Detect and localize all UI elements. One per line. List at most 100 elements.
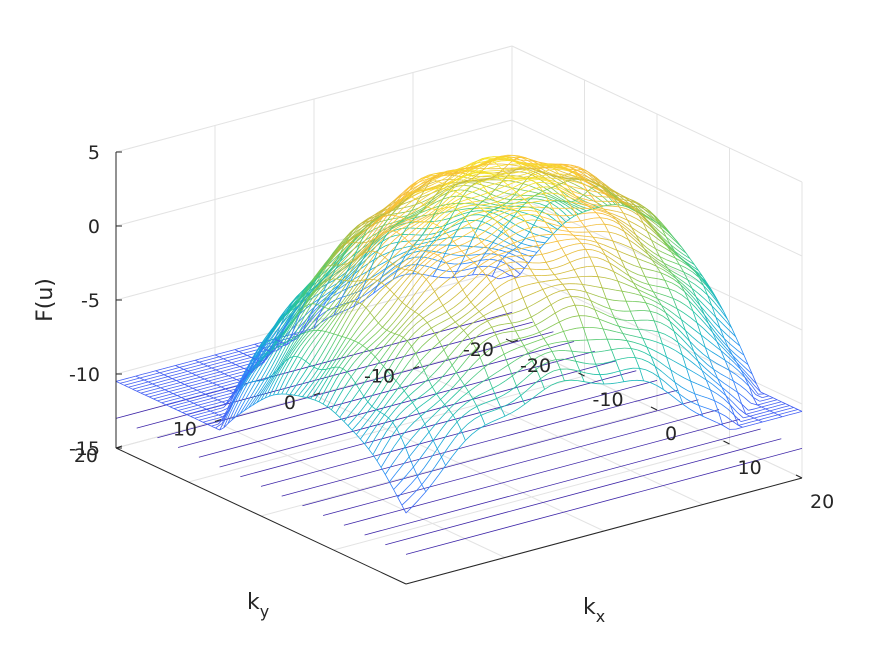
mesh-line-x — [420, 258, 428, 265]
mesh-line-x — [320, 279, 329, 288]
mesh-line-x — [466, 229, 474, 235]
mesh-line-x — [276, 359, 284, 371]
mesh-line-x — [392, 258, 400, 265]
mesh-line-x — [535, 254, 542, 256]
mesh-line-x — [366, 342, 374, 350]
mesh-line-x — [595, 363, 603, 365]
mesh-line-x — [526, 236, 534, 239]
mesh-line-x — [544, 221, 552, 225]
mesh-line-x — [321, 308, 330, 317]
mesh-line-x — [340, 298, 349, 307]
mesh-line-x — [208, 403, 216, 406]
mesh-line-y — [357, 290, 363, 300]
mesh-line-x — [433, 248, 441, 254]
mesh-line-x — [208, 378, 216, 382]
mesh-line-x — [229, 379, 237, 382]
mesh-line-x — [495, 209, 503, 213]
mesh-line-x — [599, 237, 607, 240]
mesh-line-y — [593, 176, 598, 182]
mesh-line-x — [506, 263, 514, 270]
mesh-line-x — [423, 458, 432, 469]
mesh-line-x — [323, 315, 331, 324]
mesh-line-x — [726, 376, 734, 382]
mesh-line-y — [591, 185, 596, 189]
mesh-line-x — [508, 205, 516, 209]
mesh-line-x — [477, 186, 485, 191]
mesh-line-x — [438, 292, 446, 299]
mesh-line-x — [547, 218, 555, 221]
mesh-line-x — [359, 307, 367, 318]
mesh-line-x — [557, 380, 565, 383]
mesh-line-x — [354, 332, 362, 342]
mesh-line-y — [361, 280, 367, 291]
mesh-line-x — [277, 380, 285, 395]
mesh-line-x — [715, 362, 723, 368]
mesh-line-x — [228, 349, 235, 352]
mesh-line-x — [416, 217, 423, 222]
mesh-line-x — [367, 262, 375, 272]
mesh-line-x — [343, 257, 351, 265]
mesh-line-y — [587, 205, 593, 210]
mesh-line-x — [323, 287, 330, 292]
mesh-line-x — [513, 338, 520, 341]
mesh-line-x — [450, 264, 457, 269]
mesh-line-x — [484, 205, 492, 207]
mesh-line-x — [462, 223, 470, 228]
mesh-line-x — [210, 384, 217, 388]
mesh-line-y — [354, 266, 360, 275]
mesh-line-x — [425, 483, 433, 492]
mesh-line-y — [596, 242, 602, 249]
mesh-line-x — [336, 264, 344, 271]
mesh-line-y — [571, 207, 577, 215]
mesh-line-x — [674, 314, 682, 320]
mesh-line-x — [292, 371, 300, 384]
mesh-line-y — [757, 404, 762, 408]
mesh-line-x — [675, 257, 683, 263]
mesh-line-y — [690, 380, 696, 394]
mesh-line-y — [425, 221, 431, 230]
mesh-line-y — [442, 192, 448, 200]
mesh-line-x — [357, 359, 365, 369]
mesh-line-x — [378, 285, 387, 293]
mesh-line-y — [586, 292, 592, 301]
mesh-line-x — [480, 207, 488, 209]
mesh-line-x — [454, 341, 462, 351]
mesh-line-x — [283, 310, 291, 321]
mesh-line-x — [212, 405, 220, 408]
mesh-line-y — [490, 189, 496, 195]
mesh-line-x — [498, 415, 506, 420]
mesh-line-x — [440, 221, 448, 229]
mesh-line-x — [395, 370, 403, 382]
mesh-line-x — [379, 283, 387, 289]
mesh-line-x — [616, 249, 624, 254]
mesh-line-x — [437, 251, 445, 256]
mesh-line-x — [403, 264, 411, 268]
mesh-line-y — [457, 172, 462, 175]
mesh-line-x — [619, 195, 627, 202]
mesh-line-x — [495, 175, 503, 178]
mesh-line-x — [483, 203, 490, 206]
mesh-line-y — [540, 167, 545, 169]
mesh-line-x — [411, 257, 420, 265]
mesh-line-x — [304, 280, 313, 290]
mesh-line-x — [430, 448, 438, 459]
mesh-line-x — [336, 348, 345, 359]
mesh-line-x — [521, 352, 529, 358]
mesh-line-x — [313, 276, 321, 288]
mesh-line-x — [350, 261, 358, 272]
mesh-line-x — [753, 384, 761, 393]
mesh-line-x — [415, 228, 423, 236]
mesh-line-x — [437, 404, 445, 412]
mesh-line-y — [724, 360, 730, 371]
mesh-line-y — [495, 261, 501, 269]
mesh-line-y — [764, 393, 770, 397]
mesh-line-x — [455, 170, 463, 176]
mesh-line-x — [299, 337, 307, 347]
mesh-line-y — [714, 400, 720, 413]
mesh-line-x — [167, 383, 175, 387]
mesh-line-y — [565, 255, 571, 263]
mesh-line-y — [482, 171, 488, 173]
mesh-line-x — [496, 217, 505, 223]
mesh-line-x — [344, 376, 352, 388]
mesh-line-x — [478, 424, 486, 430]
